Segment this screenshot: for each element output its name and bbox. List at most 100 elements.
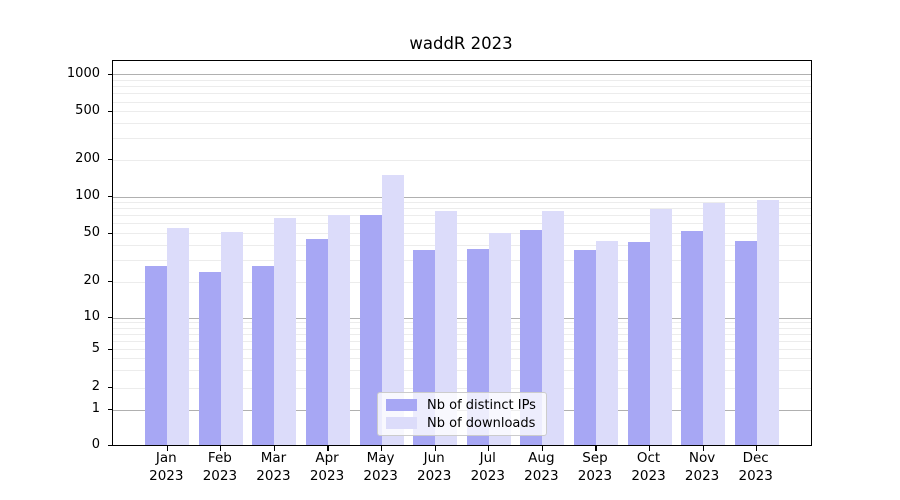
month-label: Jul [479, 450, 496, 466]
minor-gridline-200 [113, 159, 811, 161]
x-tick-jan [166, 446, 168, 451]
minor-gridline-800 [113, 86, 811, 88]
month-label: Jan [155, 450, 177, 466]
x-tick-label-nov: Nov 2023 [674, 450, 730, 485]
minor-gridline-80 [113, 208, 811, 210]
bar-distinct-ips-jan [145, 265, 168, 445]
x-tick-apr [327, 446, 329, 451]
y-tick-0 [108, 444, 113, 446]
major-gridline-1000 [113, 74, 811, 76]
minor-gridline-300 [113, 138, 811, 140]
bar-downloads-mar [274, 218, 297, 445]
x-tick-label-mar: Mar 2023 [245, 450, 301, 485]
bar-distinct-ips-sep [573, 250, 596, 445]
x-tick-feb [220, 446, 222, 451]
minor-gridline-500 [113, 111, 811, 113]
bar-distinct-ips-feb [198, 271, 221, 445]
y-tick-label-200: 200 [75, 151, 100, 166]
bar-downloads-dec [756, 200, 779, 445]
month-label: Aug [528, 450, 555, 466]
y-tick-label-500: 500 [75, 102, 100, 118]
month-label: Feb [207, 450, 232, 466]
bar-downloads-sep [595, 241, 618, 445]
minor-gridline-30 [113, 260, 811, 262]
minor-gridline-90 [113, 202, 811, 204]
x-tick-label-jun: Jun 2023 [406, 450, 462, 485]
bar-downloads-feb [220, 232, 243, 445]
minor-gridline-600 [113, 101, 811, 103]
bar-downloads-apr [328, 214, 351, 445]
x-tick-nov [702, 446, 704, 451]
bar-downloads-oct [649, 209, 672, 445]
minor-gridline-3 [113, 370, 811, 372]
bar-distinct-ips-oct [627, 242, 650, 445]
x-tick-jul [488, 446, 490, 451]
minor-gridline-7 [113, 333, 811, 335]
legend-label: Nb of distinct IPs [427, 397, 536, 413]
y-tick-500 [108, 110, 113, 112]
legend: Nb of distinct IPs Nb of downloads [377, 392, 547, 436]
minor-gridline-60 [113, 223, 811, 225]
minor-gridline-2 [113, 387, 811, 389]
minor-gridline-70 [113, 215, 811, 217]
bar-downloads-jun [435, 211, 458, 445]
major-gridline-100 [113, 196, 811, 198]
bar-distinct-ips-may [359, 214, 382, 445]
x-tick-label-apr: Apr 2023 [299, 450, 355, 485]
month-label: Mar [260, 450, 287, 466]
bar-downloads-may [381, 174, 404, 445]
y-tick-10 [108, 317, 113, 319]
bar-distinct-ips-apr [306, 238, 329, 445]
y-tick-label-1: 1 [91, 401, 100, 416]
year-label: 2023 [256, 467, 291, 484]
year-label: 2023 [577, 467, 613, 484]
legend-item-downloads: Nb of downloads [378, 414, 546, 432]
bar-downloads-jan [167, 228, 190, 445]
plot-area: Nb of distinct IPs Nb of downloads [108, 60, 812, 451]
x-tick-aug [541, 446, 543, 451]
bar-distinct-ips-nov [681, 231, 704, 445]
x-tick-label-aug: Aug 2023 [513, 450, 569, 485]
legend-swatch-distinct-ips [386, 399, 417, 411]
x-tick-label-may: May 2023 [353, 450, 409, 485]
x-tick-label-jul: Jul 2023 [460, 450, 516, 485]
y-tick-label-5: 5 [91, 340, 100, 356]
y-tick-50 [108, 232, 113, 234]
minor-gridline-6 [113, 340, 811, 342]
minor-gridline-5 [113, 349, 811, 350]
x-tick-label-feb: Feb 2023 [192, 450, 248, 485]
minor-gridline-900 [113, 79, 811, 81]
legend-item-distinct-ips: Nb of distinct IPs [378, 396, 546, 414]
x-tick-oct [648, 446, 651, 451]
x-tick-mar [273, 446, 276, 451]
y-tick-100 [108, 196, 113, 198]
x-tick-label-oct: Oct 2023 [621, 450, 677, 485]
minor-gridline-50 [113, 233, 811, 235]
y-tick-label-1000: 1000 [66, 65, 100, 81]
minor-gridline-8 [113, 327, 811, 329]
y-tick-200 [108, 159, 113, 161]
month-label: Apr [315, 450, 339, 466]
bar-downloads-aug [542, 211, 565, 445]
bar-distinct-ips-mar [252, 265, 275, 445]
y-tick-label-20: 20 [83, 273, 100, 288]
minor-gridline-20 [113, 281, 811, 283]
y-tick-1000 [108, 73, 113, 75]
x-tick-label-dec: Dec 2023 [728, 450, 784, 485]
bar-distinct-ips-dec [734, 241, 757, 445]
minor-gridline-700 [113, 93, 811, 95]
year-label: 2023 [149, 467, 184, 484]
month-label: Sep [582, 450, 608, 466]
y-tick-label-50: 50 [83, 224, 100, 240]
month-label: Oct [636, 450, 661, 466]
month-label: Dec [742, 450, 769, 466]
y-tick-label-10: 10 [83, 309, 100, 325]
y-tick-20 [108, 281, 113, 283]
y-tick-label-100: 100 [75, 188, 100, 204]
y-tick-label-0: 0 [91, 436, 100, 452]
year-label: 2023 [202, 467, 238, 484]
legend-label: Nb of downloads [427, 415, 536, 431]
major-gridline-10 [113, 317, 811, 319]
minor-gridline-400 [113, 123, 811, 125]
